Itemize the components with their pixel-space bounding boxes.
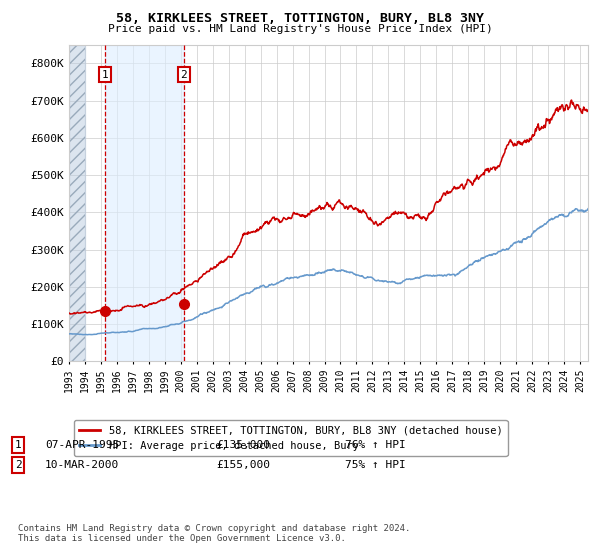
Text: £135,000: £135,000 — [216, 440, 270, 450]
Bar — [105, 45, 184, 361]
Text: 76% ↑ HPI: 76% ↑ HPI — [345, 440, 406, 450]
Legend: 58, KIRKLEES STREET, TOTTINGTON, BURY, BL8 3NY (detached house), HPI: Average pr: 58, KIRKLEES STREET, TOTTINGTON, BURY, B… — [74, 420, 508, 456]
Text: 1: 1 — [14, 440, 22, 450]
Bar — [69, 45, 85, 361]
Text: £155,000: £155,000 — [216, 460, 270, 470]
Text: Price paid vs. HM Land Registry's House Price Index (HPI): Price paid vs. HM Land Registry's House … — [107, 24, 493, 34]
Text: 2: 2 — [181, 69, 187, 80]
Text: 2: 2 — [14, 460, 22, 470]
Text: 75% ↑ HPI: 75% ↑ HPI — [345, 460, 406, 470]
Text: 07-APR-1995: 07-APR-1995 — [45, 440, 119, 450]
Text: 1: 1 — [102, 69, 109, 80]
Text: 10-MAR-2000: 10-MAR-2000 — [45, 460, 119, 470]
Text: Contains HM Land Registry data © Crown copyright and database right 2024.
This d: Contains HM Land Registry data © Crown c… — [18, 524, 410, 543]
Bar — [69, 45, 85, 361]
Text: 58, KIRKLEES STREET, TOTTINGTON, BURY, BL8 3NY: 58, KIRKLEES STREET, TOTTINGTON, BURY, B… — [116, 12, 484, 25]
